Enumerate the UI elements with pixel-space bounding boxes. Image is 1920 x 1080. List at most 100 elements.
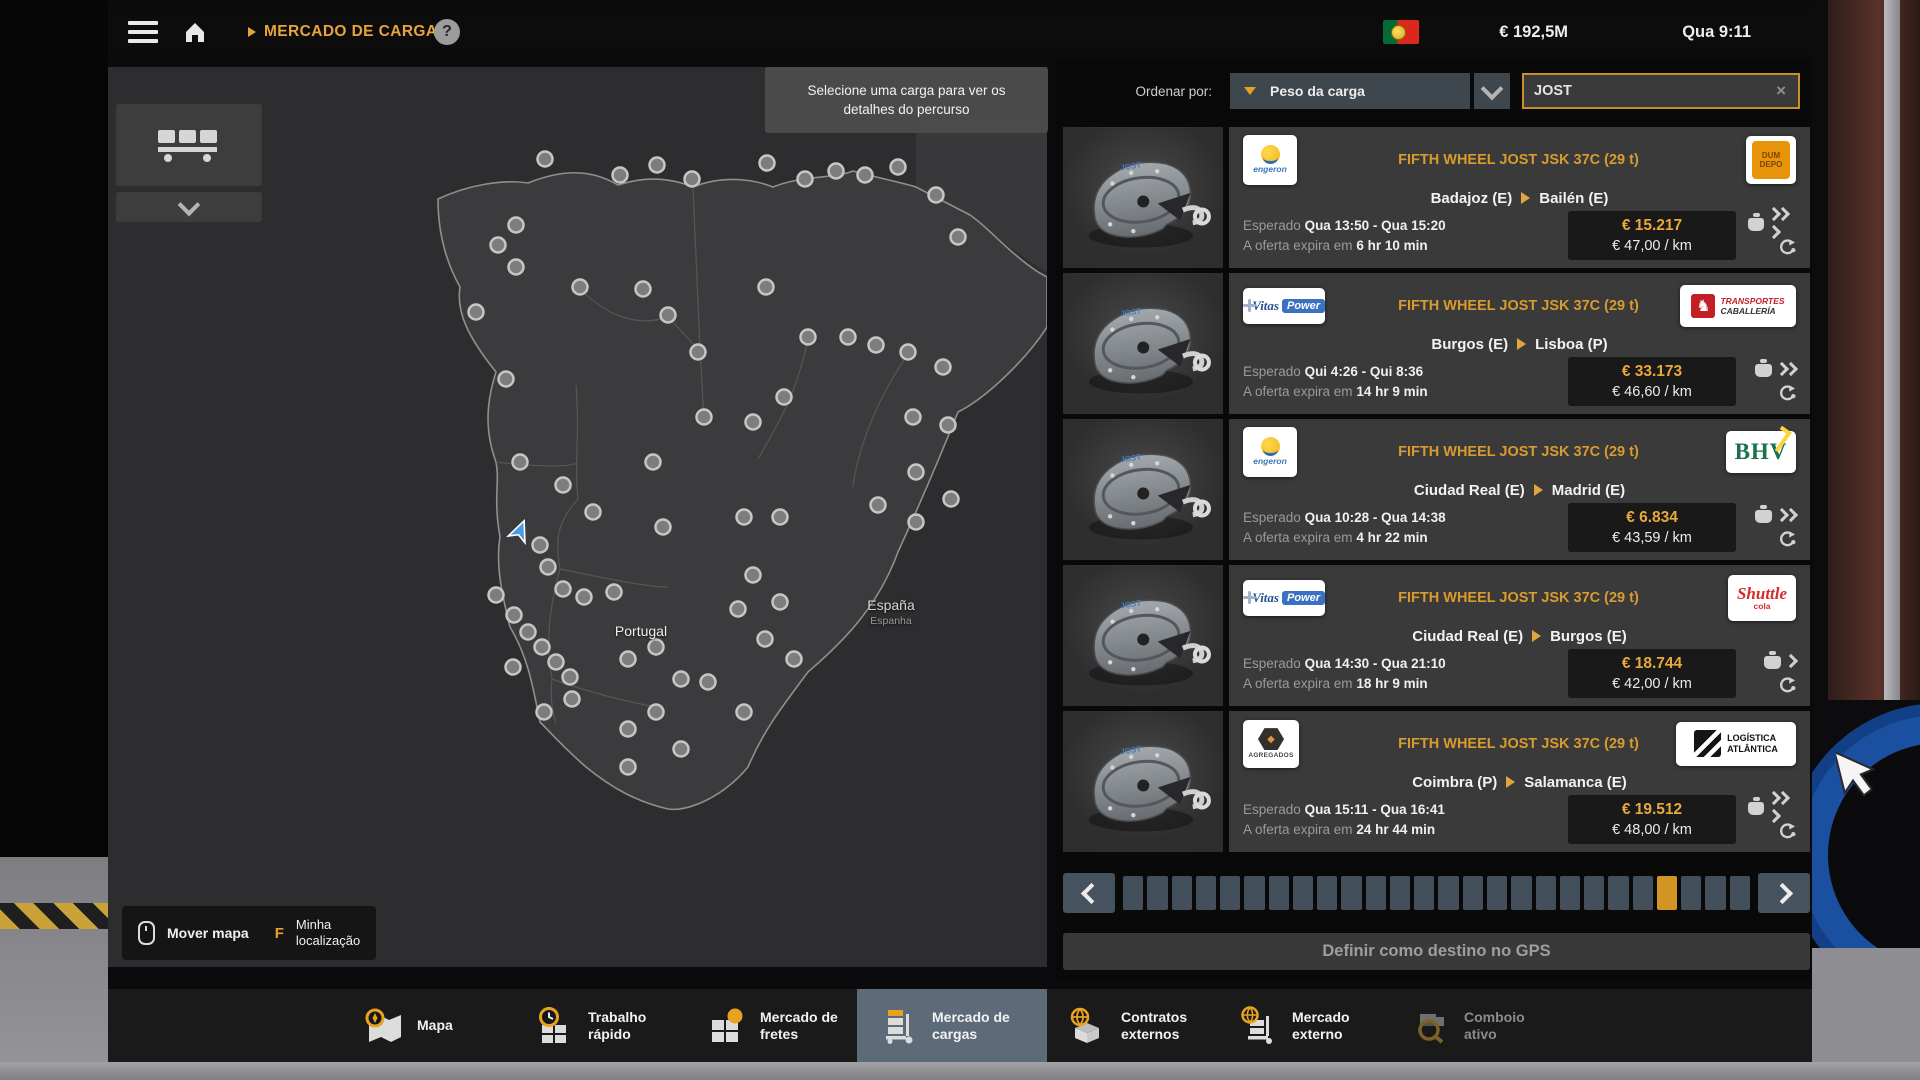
- city-dot[interactable]: [619, 758, 637, 776]
- city-dot[interactable]: [647, 703, 665, 721]
- city-dot[interactable]: [467, 303, 485, 321]
- page-segment[interactable]: [1147, 876, 1168, 910]
- next-page-button[interactable]: [1758, 873, 1810, 913]
- nav-tab-contratos-externos[interactable]: Contratos externos: [1065, 989, 1187, 1062]
- city-dot[interactable]: [785, 650, 803, 668]
- page-segment[interactable]: [1584, 876, 1605, 910]
- page-segment[interactable]: [1171, 876, 1192, 910]
- nav-tab-mapa[interactable]: Mapa: [361, 989, 453, 1062]
- city-dot[interactable]: [889, 158, 907, 176]
- city-dot[interactable]: [487, 586, 505, 604]
- city-dot[interactable]: [507, 216, 525, 234]
- city-dot[interactable]: [504, 658, 522, 676]
- city-dot[interactable]: [505, 606, 523, 624]
- city-dot[interactable]: [942, 490, 960, 508]
- nav-tab-trabalho-rapido[interactable]: Trabalho rápido: [532, 989, 646, 1062]
- city-dot[interactable]: [775, 388, 793, 406]
- city-dot[interactable]: [744, 566, 762, 584]
- city-dot[interactable]: [634, 280, 652, 298]
- city-dot[interactable]: [869, 496, 887, 514]
- map-display-options-button[interactable]: [116, 104, 262, 186]
- page-segment[interactable]: [1244, 876, 1265, 910]
- city-dot[interactable]: [735, 703, 753, 721]
- page-segment[interactable]: [1195, 876, 1217, 910]
- map-panel[interactable]: Portugal España Espanha: [108, 67, 1048, 967]
- page-segment[interactable]: [1414, 876, 1435, 910]
- city-dot[interactable]: [672, 740, 690, 758]
- city-dot[interactable]: [584, 503, 602, 521]
- city-dot[interactable]: [539, 558, 557, 576]
- cargo-offer-row[interactable]: engeron FIFTH WHEEL JOST JSK 37C (29 t) …: [1063, 127, 1810, 268]
- city-dot[interactable]: [561, 668, 579, 686]
- previous-page-button[interactable]: [1063, 873, 1115, 913]
- city-dot[interactable]: [758, 154, 776, 172]
- page-segment[interactable]: [1511, 876, 1532, 910]
- nav-tab-comboio-ativo[interactable]: Comboio ativo: [1408, 989, 1525, 1062]
- city-dot[interactable]: [771, 593, 789, 611]
- page-segment[interactable]: [1389, 876, 1411, 910]
- clear-search-icon[interactable]: ×: [1776, 81, 1786, 100]
- city-dot[interactable]: [619, 720, 637, 738]
- city-dot[interactable]: [575, 588, 593, 606]
- page-segment[interactable]: [1268, 876, 1289, 910]
- city-dot[interactable]: [497, 370, 515, 388]
- nav-tab-mercado-externo[interactable]: Mercado externo: [1236, 989, 1350, 1062]
- city-dot[interactable]: [904, 408, 922, 426]
- city-dot[interactable]: [907, 463, 925, 481]
- city-dot[interactable]: [536, 150, 554, 168]
- page-segment[interactable]: [1486, 876, 1508, 910]
- city-dot[interactable]: [927, 186, 945, 204]
- city-dot[interactable]: [744, 413, 762, 431]
- city-dot[interactable]: [796, 170, 814, 188]
- city-dot[interactable]: [531, 536, 549, 554]
- page-segment[interactable]: [1681, 876, 1702, 910]
- city-dot[interactable]: [672, 670, 690, 688]
- city-dot[interactable]: [507, 258, 525, 276]
- page-segment[interactable]: [1317, 876, 1338, 910]
- city-dot[interactable]: [949, 228, 967, 246]
- cargo-offer-row[interactable]: ◆ AGREGADOS FIFTH WHEEL JOST JSK 37C (29…: [1063, 711, 1810, 852]
- page-segment[interactable]: [1123, 876, 1144, 910]
- menu-icon[interactable]: [128, 10, 158, 54]
- city-dot[interactable]: [489, 236, 507, 254]
- map-collapse-button[interactable]: [116, 192, 262, 222]
- page-segment[interactable]: [1365, 876, 1386, 910]
- city-dot[interactable]: [689, 343, 707, 361]
- city-dot[interactable]: [771, 508, 789, 526]
- city-dot[interactable]: [648, 156, 666, 174]
- page-segment[interactable]: [1292, 876, 1314, 910]
- page-segment[interactable]: [1632, 876, 1653, 910]
- city-dot[interactable]: [757, 278, 775, 296]
- search-input[interactable]: [1532, 82, 1773, 100]
- city-dot[interactable]: [535, 703, 553, 721]
- cargo-offer-row[interactable]: Vitas Power FIFTH WHEEL JOST JSK 37C (29…: [1063, 565, 1810, 706]
- help-button[interactable]: ?: [434, 10, 460, 54]
- city-dot[interactable]: [827, 162, 845, 180]
- city-dot[interactable]: [571, 278, 589, 296]
- nav-tab-mercado-de-cargas[interactable]: Mercado de cargas: [876, 989, 1010, 1062]
- city-dot[interactable]: [939, 416, 957, 434]
- city-dot[interactable]: [605, 583, 623, 601]
- city-dot[interactable]: [659, 306, 677, 324]
- page-segment-active[interactable]: [1656, 876, 1678, 910]
- city-dot[interactable]: [683, 170, 701, 188]
- city-dot[interactable]: [619, 650, 637, 668]
- city-dot[interactable]: [519, 623, 537, 641]
- city-dot[interactable]: [907, 513, 925, 531]
- page-segment[interactable]: [1729, 876, 1750, 910]
- city-dot[interactable]: [756, 630, 774, 648]
- city-dot[interactable]: [799, 328, 817, 346]
- city-dot[interactable]: [563, 690, 581, 708]
- cargo-offer-row[interactable]: Vitas Power FIFTH WHEEL JOST JSK 37C (29…: [1063, 273, 1810, 414]
- cargo-offer-row[interactable]: engeron FIFTH WHEEL JOST JSK 37C (29 t) …: [1063, 419, 1810, 560]
- sort-expand-button[interactable]: [1474, 73, 1510, 109]
- page-segment[interactable]: [1341, 876, 1362, 910]
- city-dot[interactable]: [856, 166, 874, 184]
- city-dot[interactable]: [647, 638, 665, 656]
- page-segment[interactable]: [1559, 876, 1581, 910]
- city-dot[interactable]: [644, 453, 662, 471]
- city-dot[interactable]: [533, 638, 551, 656]
- page-segment[interactable]: [1535, 876, 1556, 910]
- sort-dropdown[interactable]: Peso da carga: [1230, 73, 1470, 109]
- nav-tab-mercado-de-fretes[interactable]: Mercado de fretes: [704, 989, 838, 1062]
